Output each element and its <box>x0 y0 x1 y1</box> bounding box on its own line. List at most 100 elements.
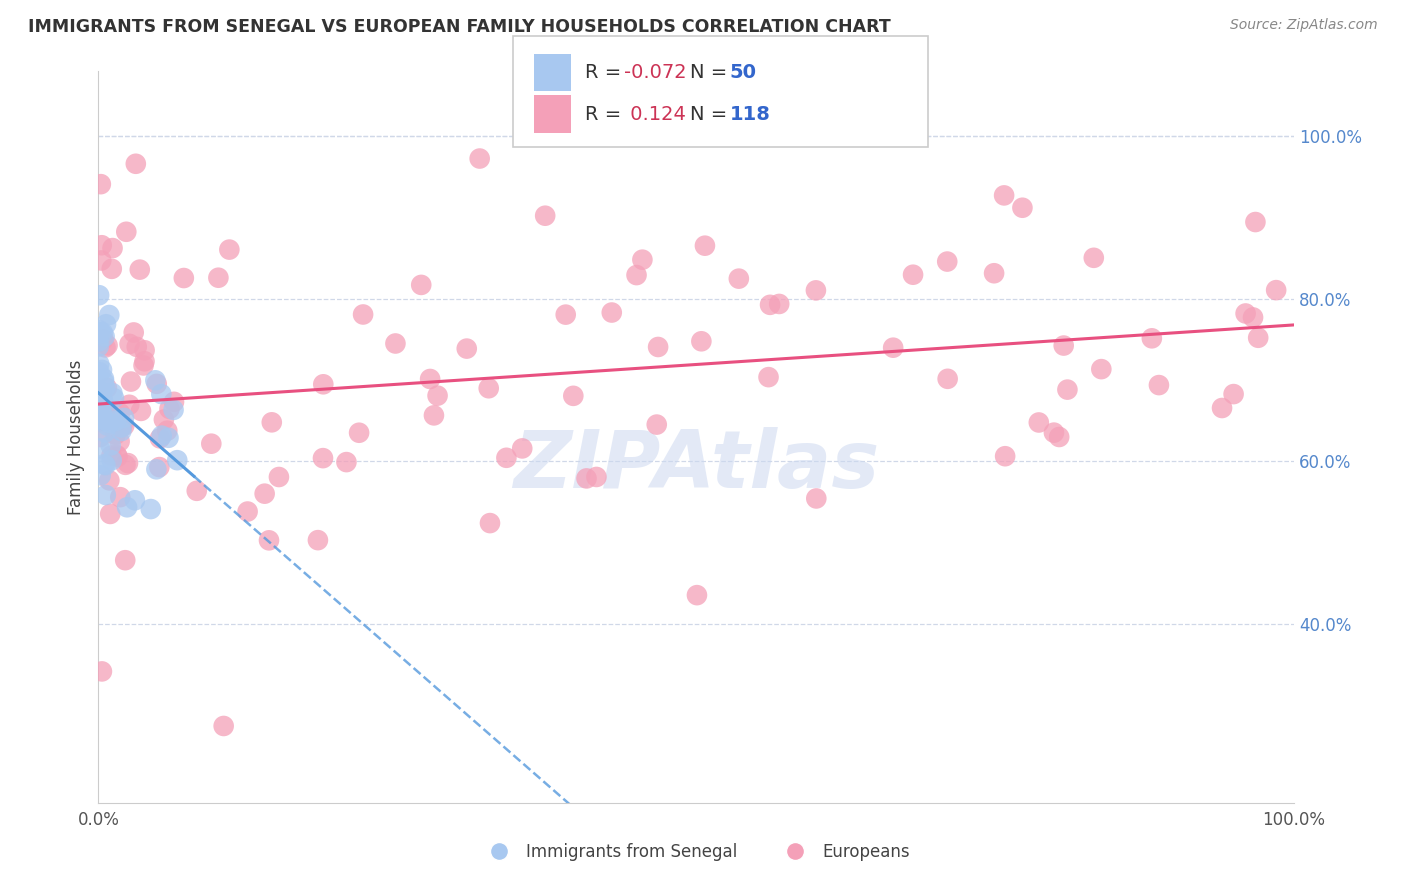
Point <box>575 471 598 485</box>
Y-axis label: Family Households: Family Households <box>66 359 84 515</box>
Point <box>647 340 669 354</box>
Point <box>495 450 517 465</box>
Point <box>207 270 229 285</box>
Point <box>554 308 576 322</box>
Point <box>1028 416 1050 430</box>
Point <box>90 385 112 400</box>
Point <box>117 456 139 470</box>
Point <box>260 415 283 429</box>
Point <box>87 385 110 400</box>
Point <box>98 308 121 322</box>
Point <box>1247 331 1270 345</box>
Point <box>87 334 110 349</box>
Point <box>94 401 117 416</box>
Point <box>153 412 176 426</box>
Point <box>94 381 117 395</box>
Point <box>96 381 118 395</box>
Point <box>1140 331 1163 345</box>
Point <box>90 405 112 419</box>
Point <box>212 719 235 733</box>
Point <box>93 329 115 343</box>
Point <box>759 298 782 312</box>
Point <box>139 502 162 516</box>
Point <box>89 357 111 371</box>
Point <box>132 359 155 373</box>
Point <box>1265 283 1288 297</box>
Point <box>1244 215 1267 229</box>
Point <box>478 381 501 395</box>
Text: 50: 50 <box>730 62 756 82</box>
Point <box>100 261 122 276</box>
Point <box>91 363 114 377</box>
Point <box>585 470 607 484</box>
Point <box>1053 338 1076 352</box>
Point <box>108 434 131 449</box>
Point <box>163 394 186 409</box>
Point <box>90 665 112 679</box>
Point <box>804 284 827 298</box>
Point <box>91 393 114 408</box>
Point <box>882 341 904 355</box>
Point <box>112 410 135 425</box>
Point <box>686 588 709 602</box>
Point <box>426 389 449 403</box>
Point <box>645 417 668 432</box>
Point <box>93 375 115 389</box>
Point <box>90 468 112 483</box>
Point <box>100 453 122 467</box>
Point <box>104 414 127 428</box>
Point <box>134 354 156 368</box>
Point <box>456 342 478 356</box>
Point <box>983 266 1005 280</box>
Point <box>148 460 170 475</box>
Point <box>115 500 138 515</box>
Text: R =: R = <box>585 104 627 124</box>
Point <box>1043 425 1066 440</box>
Point <box>384 336 406 351</box>
Point <box>90 238 112 252</box>
Point <box>267 470 290 484</box>
Point <box>101 241 124 255</box>
Point <box>307 533 329 548</box>
Point <box>134 343 156 358</box>
Point <box>1083 251 1105 265</box>
Point <box>91 413 114 427</box>
Point <box>90 403 112 417</box>
Point <box>186 483 208 498</box>
Point <box>98 416 121 430</box>
Point <box>110 420 132 434</box>
Point <box>335 455 357 469</box>
Point <box>90 253 112 268</box>
Point <box>693 238 716 252</box>
Point <box>91 394 114 409</box>
Text: 118: 118 <box>730 104 770 124</box>
Point <box>94 458 117 473</box>
Point <box>89 365 111 379</box>
Point <box>115 225 138 239</box>
Point <box>125 157 148 171</box>
Point <box>120 375 142 389</box>
Point <box>96 418 118 433</box>
Point <box>352 308 374 322</box>
Text: ZIPAtlas: ZIPAtlas <box>513 427 879 506</box>
Point <box>98 507 121 521</box>
Point <box>101 411 124 425</box>
Point <box>100 449 122 463</box>
Point <box>1241 310 1264 325</box>
Point <box>93 372 115 386</box>
Point <box>758 370 780 384</box>
Point <box>118 398 141 412</box>
Point <box>101 386 124 401</box>
Text: IMMIGRANTS FROM SENEGAL VS EUROPEAN FAMILY HOUSEHOLDS CORRELATION CHART: IMMIGRANTS FROM SENEGAL VS EUROPEAN FAMI… <box>28 18 891 36</box>
Point <box>89 430 111 444</box>
Point <box>1211 401 1233 415</box>
Point <box>806 491 828 506</box>
Point <box>478 516 501 530</box>
Point <box>156 424 179 438</box>
Point <box>145 373 167 387</box>
Point <box>994 449 1017 463</box>
Point <box>150 387 173 401</box>
Point <box>600 305 623 319</box>
Point <box>124 493 146 508</box>
Point <box>107 450 129 464</box>
